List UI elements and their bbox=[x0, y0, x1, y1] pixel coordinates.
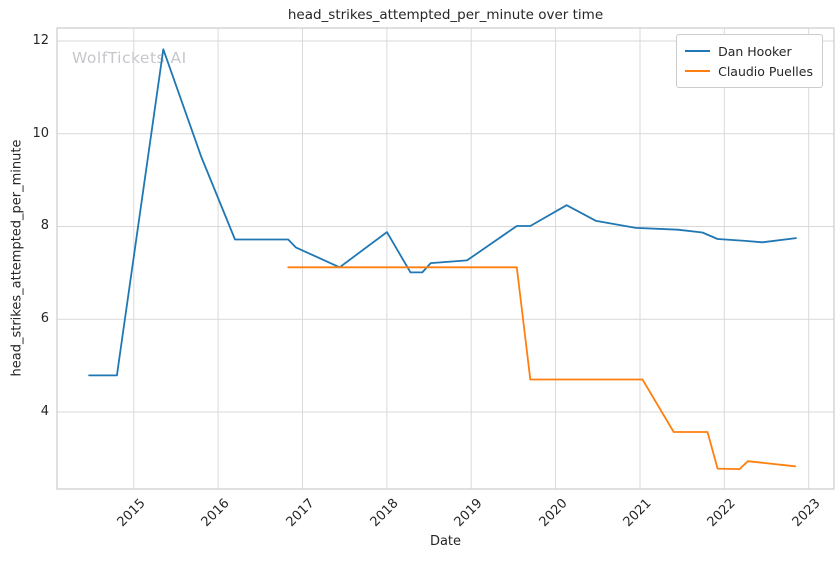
legend-label: Claudio Puelles bbox=[718, 63, 813, 79]
axes-spines bbox=[56, 27, 835, 490]
series-line-claudio-puelles bbox=[287, 266, 797, 471]
legend-line-swatch bbox=[685, 70, 711, 72]
y-tick-label: 4 bbox=[40, 404, 49, 419]
legend: Dan Hooker Claudio Puelles bbox=[676, 34, 823, 88]
y-axis-label: head_strikes_attempted_per_minute bbox=[9, 139, 25, 377]
y-tick-label: 6 bbox=[40, 311, 49, 327]
legend-line-swatch bbox=[685, 50, 711, 52]
legend-item-dan-hooker: Dan Hooker bbox=[685, 41, 813, 61]
x-axis-label: Date bbox=[429, 534, 462, 549]
legend-item-claudio-puelles: Claudio Puelles bbox=[685, 61, 813, 81]
chart-title: head_strikes_attempted_per_minute over t… bbox=[287, 7, 604, 23]
y-tick-label: 12 bbox=[32, 32, 49, 48]
series-line-dan-hooker bbox=[88, 48, 797, 377]
legend-label: Dan Hooker bbox=[718, 43, 792, 59]
y-tick-label: 10 bbox=[32, 125, 49, 141]
watermark: WolfTickets AI bbox=[72, 49, 187, 67]
y-tick-label: 8 bbox=[40, 218, 49, 234]
